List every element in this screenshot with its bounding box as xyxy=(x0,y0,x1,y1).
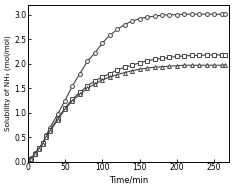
Y-axis label: Solubility of NH₃ (mol/mol): Solubility of NH₃ (mol/mol) xyxy=(5,36,11,131)
X-axis label: Time/min: Time/min xyxy=(109,175,148,184)
